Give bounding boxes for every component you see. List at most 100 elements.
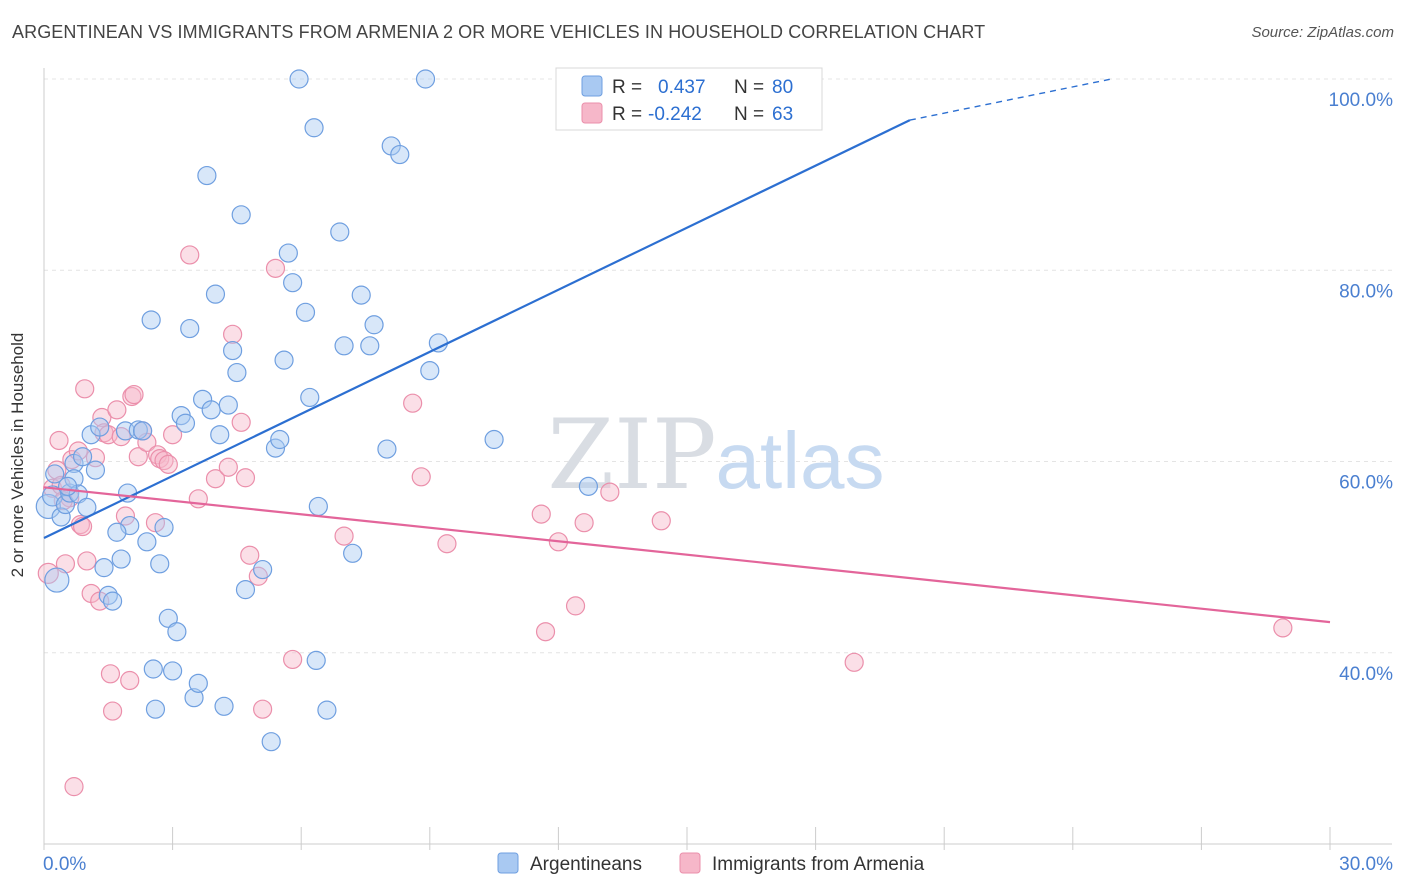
data-point	[145, 699, 166, 719]
legend-swatch-blue	[581, 75, 603, 97]
data-point	[205, 284, 226, 304]
data-point	[184, 688, 204, 708]
data-point	[175, 413, 196, 433]
data-point	[295, 302, 316, 322]
data-point	[253, 699, 273, 719]
data-point	[270, 429, 290, 450]
data-point	[94, 558, 114, 578]
data-point	[64, 777, 84, 797]
data-point	[360, 336, 380, 356]
data-point	[117, 483, 138, 503]
data-point	[154, 517, 174, 538]
data-point	[306, 650, 326, 671]
data-point	[188, 673, 208, 693]
data-point	[218, 395, 238, 415]
gridlines	[44, 78, 1392, 654]
trend-line-argentineans	[43, 119, 911, 539]
data-point	[51, 507, 71, 527]
axes	[43, 68, 1392, 850]
data-point	[205, 469, 226, 489]
data-point	[77, 551, 97, 571]
data-point	[1273, 618, 1293, 638]
legend-r-label: R =	[612, 77, 642, 98]
data-point	[235, 580, 256, 600]
data-point	[102, 701, 123, 721]
data-point	[531, 504, 551, 524]
data-point	[253, 559, 273, 580]
data-point	[364, 315, 384, 335]
data-point	[265, 258, 286, 278]
data-point	[197, 165, 217, 186]
data-point	[120, 670, 140, 691]
data-point	[141, 310, 161, 330]
data-point	[223, 340, 243, 361]
data-point	[600, 482, 620, 502]
y-tick-label: 100.0%	[1329, 90, 1394, 111]
data-point	[132, 421, 153, 441]
y-tick-label: 60.0%	[1339, 473, 1393, 494]
data-point	[289, 69, 309, 89]
tick-labels: 100.0% 80.0% 60.0% 40.0% 0.0% 30.0%	[43, 90, 1393, 875]
data-point	[300, 387, 320, 408]
data-point	[308, 496, 328, 517]
data-point	[45, 464, 65, 484]
data-point	[343, 543, 363, 563]
trend-lines	[43, 78, 1331, 624]
data-point	[102, 591, 123, 611]
data-point	[111, 549, 131, 569]
legend-top: R = 0.437 N = 80 R = -0.242 N = 63	[555, 67, 823, 131]
y-tick-label: 40.0%	[1339, 664, 1393, 685]
data-point	[158, 454, 178, 474]
data-point	[35, 493, 61, 520]
data-point	[49, 430, 69, 451]
chart-title: ARGENTINEAN VS IMMIGRANTS FROM ARMENIA 2…	[12, 22, 986, 42]
data-point	[163, 425, 183, 445]
y-axis-label: 2 or more Vehicles in Household	[8, 332, 27, 578]
data-point	[274, 350, 294, 370]
watermark: ZIP atlas	[547, 399, 884, 511]
data-point	[107, 522, 127, 542]
data-point	[484, 429, 504, 450]
data-point	[578, 476, 599, 496]
data-point	[420, 361, 440, 381]
watermark-atlas: atlas	[716, 416, 885, 505]
data-point	[64, 469, 84, 489]
legend-n-value: 80	[772, 77, 793, 98]
data-point	[163, 661, 183, 681]
data-point	[158, 608, 178, 628]
data-point	[330, 222, 350, 242]
legend-swatch-pink	[581, 102, 603, 124]
data-point	[304, 118, 324, 138]
legend-r-label: R =	[612, 104, 642, 125]
legend-bottom: Argentineans Immigrants from Armenia	[497, 852, 925, 875]
data-point	[231, 412, 251, 432]
data-point	[844, 652, 864, 672]
data-point	[283, 649, 303, 670]
data-point	[75, 379, 95, 399]
data-point	[231, 205, 251, 225]
data-point	[283, 273, 303, 293]
legend-bottom-swatch-blue	[497, 852, 519, 874]
data-point	[317, 700, 337, 720]
data-point	[403, 393, 423, 413]
watermark-zip: ZIP	[547, 399, 716, 511]
legend-n-value: 63	[772, 104, 793, 125]
data-point	[115, 506, 136, 526]
legend-n-label: N =	[734, 104, 764, 125]
data-point	[651, 511, 671, 531]
data-point	[334, 336, 354, 356]
data-point	[351, 285, 371, 305]
data-point	[72, 447, 93, 467]
legend-bottom-label-argentineans: Argentineans	[530, 854, 642, 875]
legend-r-value: 0.437	[658, 77, 706, 98]
data-point	[180, 245, 200, 265]
x-tick-label: 0.0%	[43, 854, 86, 875]
data-point	[210, 425, 230, 445]
series-immigrants-from-armenia	[37, 245, 1293, 797]
data-point	[124, 384, 144, 405]
data-point	[411, 467, 431, 487]
data-point	[415, 69, 436, 89]
data-point	[57, 476, 78, 496]
data-point	[44, 567, 70, 593]
